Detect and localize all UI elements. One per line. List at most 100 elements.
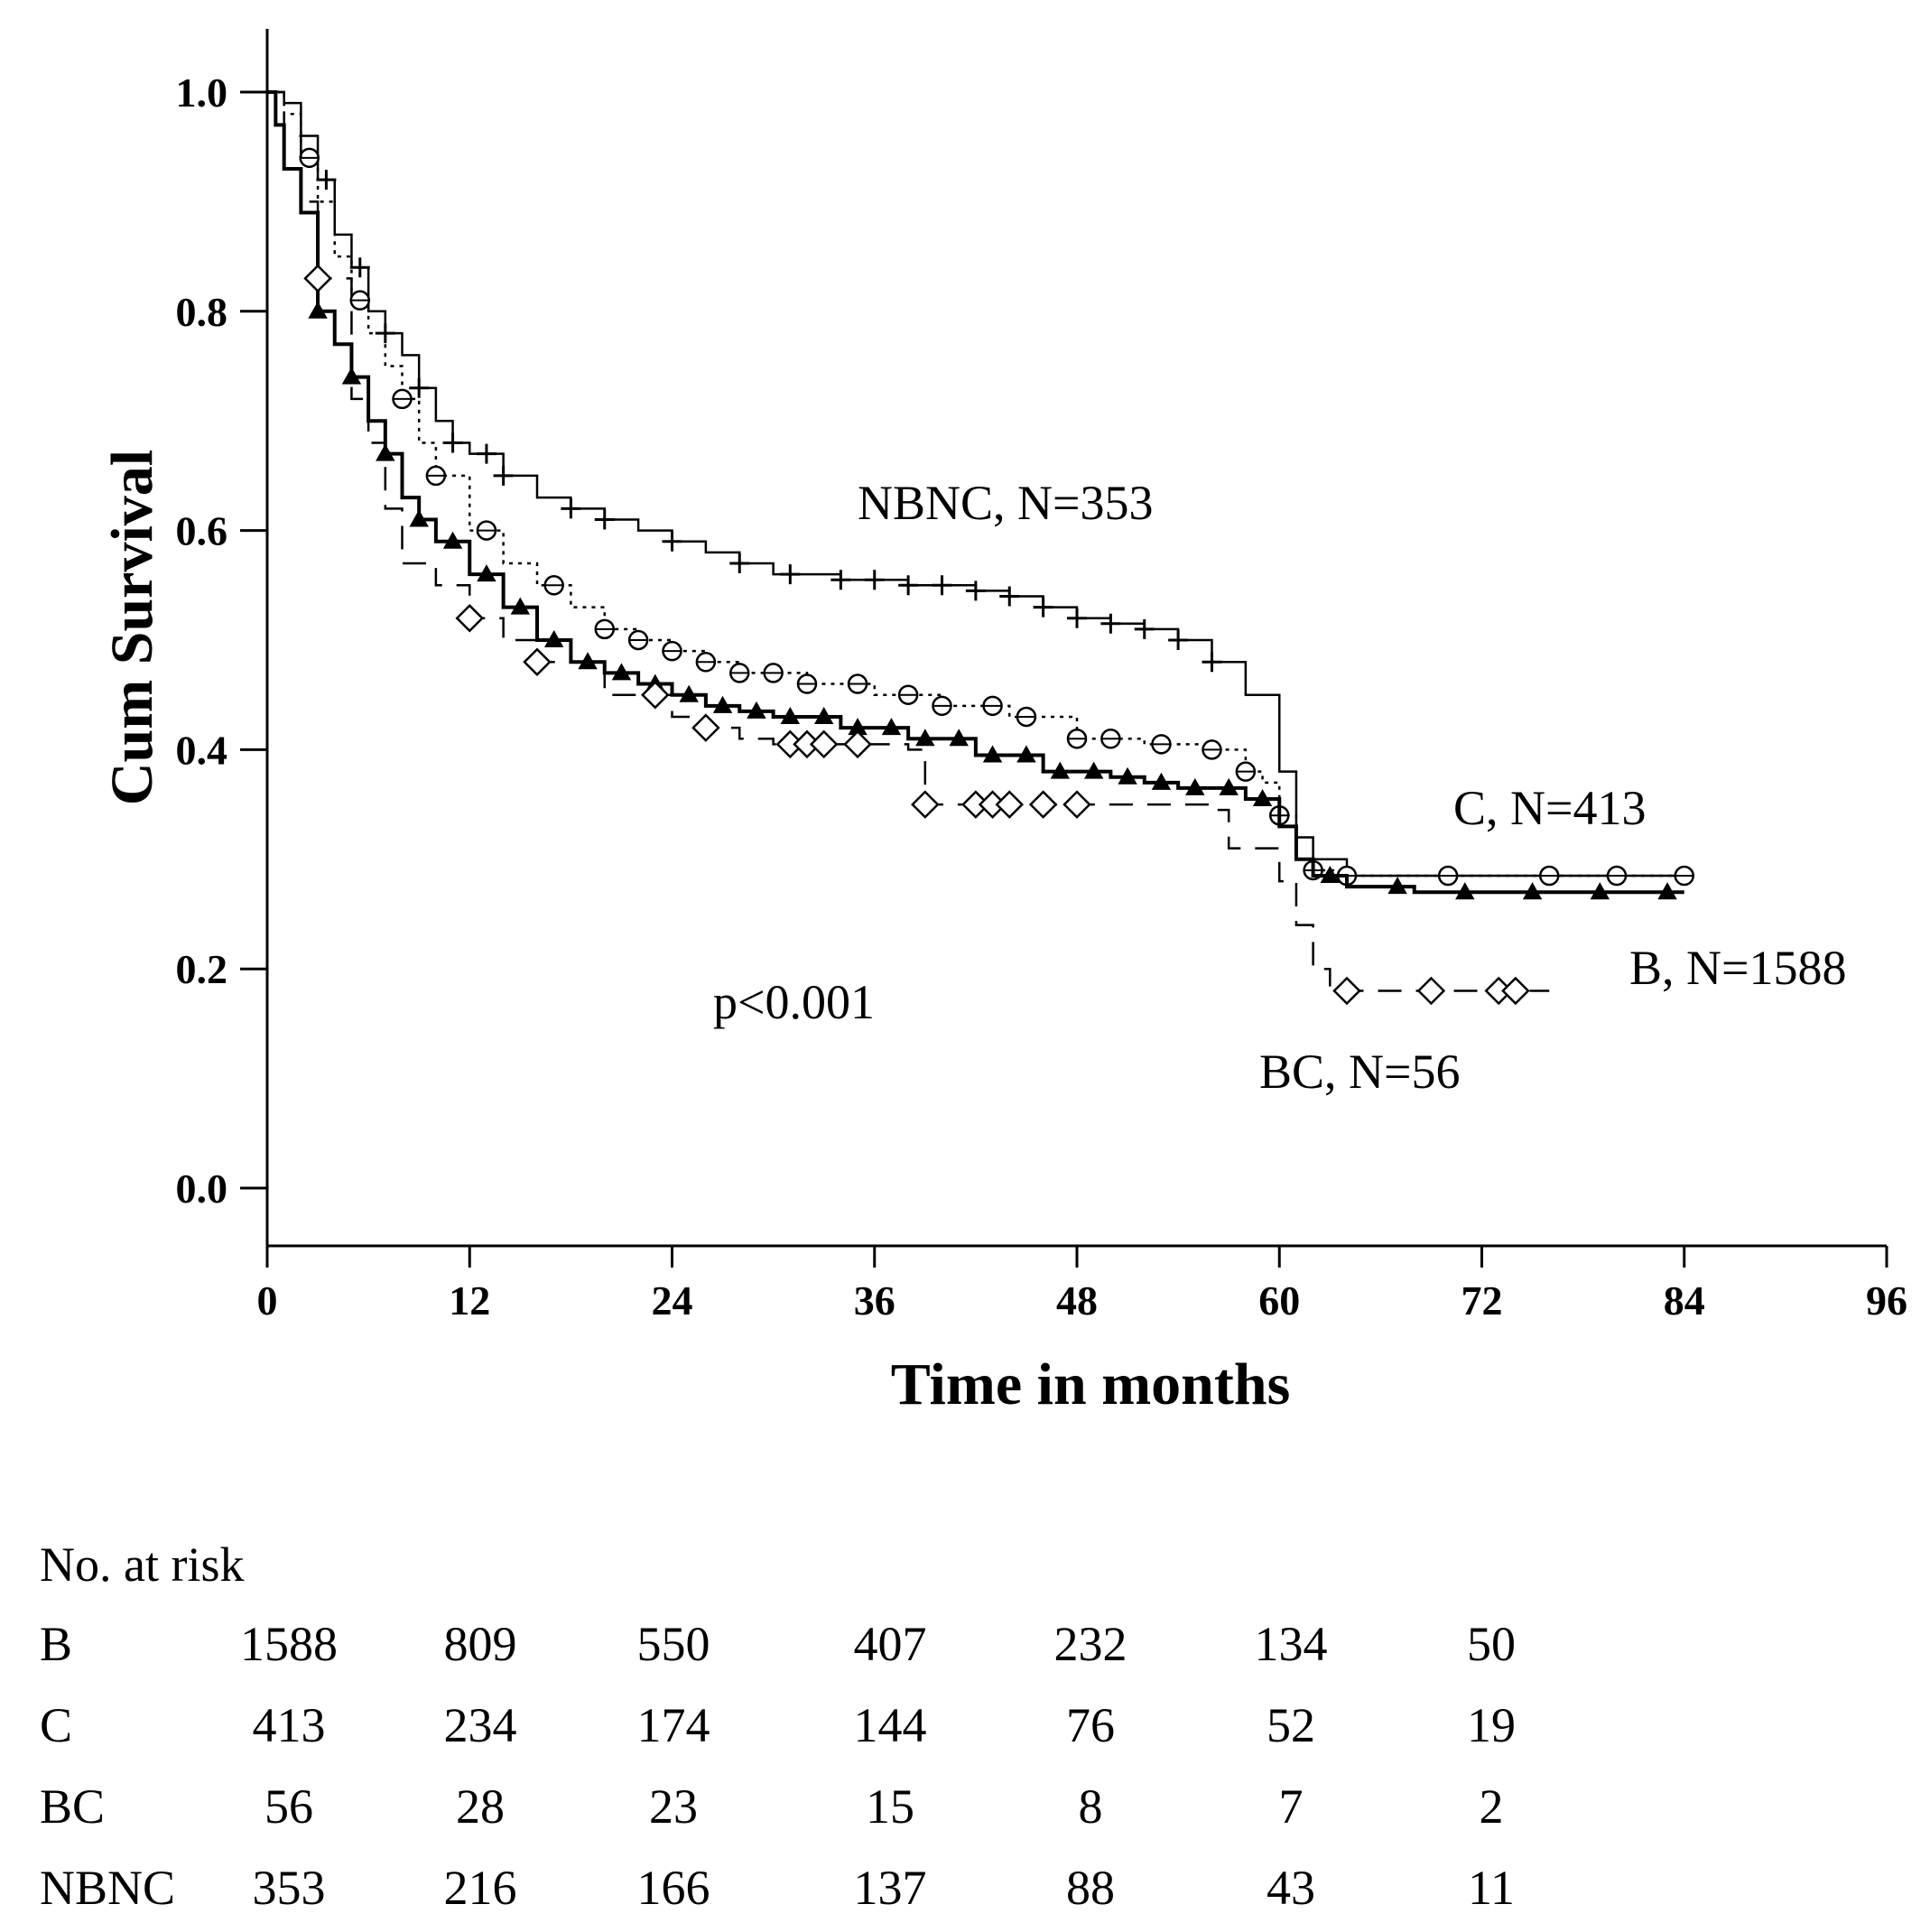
x-tick-label: 84 <box>1664 1277 1705 1324</box>
x-tick-label: 36 <box>854 1277 895 1324</box>
censor-marker <box>1134 618 1155 639</box>
y-tick-label: 1.0 <box>176 70 228 116</box>
x-tick-label: 12 <box>449 1277 490 1324</box>
y-tick-label: 0.6 <box>176 508 228 554</box>
censor-marker <box>1590 882 1610 900</box>
censor-marker <box>1033 597 1053 618</box>
censor-marker <box>1202 652 1222 673</box>
risk-cell: 137 <box>853 1861 927 1915</box>
censor-marker <box>510 597 531 615</box>
risk-cell: 8 <box>1078 1779 1103 1834</box>
risk-table: No. at risk B 1588 809 550 407 232 134 50 C 413 23… <box>0 1517 1930 1927</box>
censor-marker <box>442 432 463 453</box>
censor-marker <box>898 575 919 596</box>
y-tick-label: 0.8 <box>176 289 228 335</box>
risk-cell: 88 <box>1066 1861 1115 1915</box>
risk-cell: 2 <box>1479 1779 1504 1834</box>
series-line <box>267 90 1550 992</box>
risk-cell: 407 <box>853 1617 927 1671</box>
censor-marker <box>691 713 720 742</box>
risk-cell: 234 <box>443 1698 517 1752</box>
censor-marker <box>1062 790 1091 819</box>
series-3 <box>267 90 1550 1006</box>
risk-cell: 1588 <box>240 1617 338 1671</box>
risk-row-bc: BC 56 28 23 15 8 7 2 <box>0 1779 1930 1851</box>
censor-marker <box>1219 777 1239 795</box>
censor-marker <box>729 553 750 574</box>
censor-marker <box>409 509 429 527</box>
risk-table-title: No. at risk <box>40 1537 245 1592</box>
censor-marker <box>809 729 839 759</box>
censor-marker <box>303 264 332 293</box>
censor-marker <box>1185 777 1205 795</box>
risk-cell: 216 <box>443 1861 517 1915</box>
risk-cell: 23 <box>649 1779 698 1834</box>
censor-marker <box>747 701 766 719</box>
risk-cell: 134 <box>1254 1617 1328 1671</box>
x-tick-label: 60 <box>1258 1277 1300 1324</box>
risk-row-label: BC <box>40 1779 106 1834</box>
y-tick-label: 0.4 <box>176 727 228 773</box>
censor-marker <box>1252 788 1273 807</box>
censor-marker <box>662 531 682 552</box>
censor-marker <box>641 680 670 710</box>
censor-marker <box>561 498 581 519</box>
risk-row-b: B 1588 809 550 407 232 134 50 <box>0 1616 1930 1688</box>
censor-marker <box>1083 761 1104 779</box>
censor-marker <box>349 257 370 278</box>
censor-marker <box>1657 882 1677 900</box>
censor-marker <box>1028 790 1058 819</box>
y-axis-title: Cum Survival <box>99 450 165 805</box>
censor-marker <box>843 729 872 759</box>
risk-cell: 166 <box>636 1861 710 1915</box>
risk-cell: 174 <box>636 1698 710 1752</box>
y-tick-label: 0.0 <box>176 1166 228 1212</box>
p-value-annotation: p<0.001 <box>713 975 875 1029</box>
censor-marker <box>523 647 552 677</box>
censor-marker <box>1016 745 1036 763</box>
series-group <box>267 90 1694 1006</box>
axes: 0 12 24 36 48 60 72 84 96 0.0 0.2 0.4 0.6 0.8 1.0 <box>176 29 1907 1324</box>
risk-row-label: C <box>40 1698 73 1752</box>
series-label-b: B, N=1588 <box>1629 941 1846 995</box>
censor-marker <box>1050 761 1071 779</box>
risk-cell: 11 <box>1468 1861 1515 1915</box>
risk-row-nbnc: NBNC 353 216 166 137 88 43 11 <box>0 1860 1930 1932</box>
x-tick-label: 24 <box>652 1277 693 1324</box>
censor-marker <box>813 706 834 724</box>
censor-marker <box>1455 882 1475 900</box>
censor-marker <box>864 570 885 590</box>
series-0 <box>267 90 1684 878</box>
censor-marker <box>949 729 969 747</box>
risk-cell: 28 <box>456 1779 505 1834</box>
risk-cell: 43 <box>1267 1861 1315 1915</box>
censor-marker <box>316 170 337 190</box>
censor-marker <box>1387 877 1407 895</box>
risk-cell: 144 <box>853 1698 927 1752</box>
censor-marker <box>308 301 328 319</box>
censor-marker <box>965 581 986 601</box>
risk-row-label: B <box>40 1617 73 1671</box>
censor-marker <box>1501 976 1530 1006</box>
censor-marker <box>1522 882 1543 900</box>
censor-marker <box>1320 865 1341 884</box>
x-tick-label: 48 <box>1056 1277 1098 1324</box>
censor-marker <box>442 531 463 549</box>
censor-marker <box>341 367 362 385</box>
censor-marker <box>830 570 851 590</box>
censor-marker <box>493 465 514 486</box>
x-tick-label: 96 <box>1866 1277 1907 1324</box>
censor-marker <box>477 564 496 582</box>
risk-cell: 76 <box>1066 1698 1115 1752</box>
risk-cell: 232 <box>1053 1617 1127 1671</box>
censor-marker <box>376 443 395 461</box>
censor-marker <box>881 718 902 736</box>
censor-marker <box>594 509 615 530</box>
censor-marker <box>712 695 733 713</box>
censor-marker <box>999 586 1020 607</box>
censor-marker <box>915 729 935 747</box>
series-label-bc: BC, N=56 <box>1259 1045 1461 1099</box>
risk-cell: 809 <box>443 1617 517 1671</box>
y-tick-label: 0.2 <box>176 946 228 992</box>
censor-marker <box>409 377 430 398</box>
